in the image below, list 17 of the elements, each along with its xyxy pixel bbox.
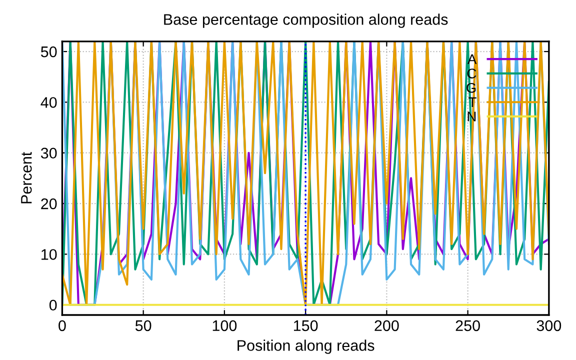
x-tick-label: 300 bbox=[536, 320, 562, 332]
y-tick-label: 40 bbox=[40, 97, 57, 108]
y-tick-label: 20 bbox=[41, 198, 57, 210]
y-tick-label: 30 bbox=[40, 148, 57, 159]
x-tick-label: 150 bbox=[294, 320, 318, 332]
x-tick-label: 100 bbox=[212, 320, 237, 332]
y-tick-label: 10 bbox=[42, 249, 57, 260]
x-tick-label: 0 bbox=[58, 320, 66, 332]
legend-label: C bbox=[467, 68, 476, 78]
x-axis-title: Position along reads bbox=[238, 340, 374, 354]
x-tick-label: 250 bbox=[456, 320, 480, 332]
x-tick-label: 200 bbox=[374, 320, 399, 332]
y-tick-label: 0 bbox=[49, 300, 57, 311]
x-tick-label: 50 bbox=[135, 320, 152, 332]
y-axis-title: Percent bbox=[21, 152, 32, 204]
y-tick-label: 50 bbox=[40, 46, 57, 58]
chart-title: Base percentage composition along reads bbox=[164, 14, 448, 28]
